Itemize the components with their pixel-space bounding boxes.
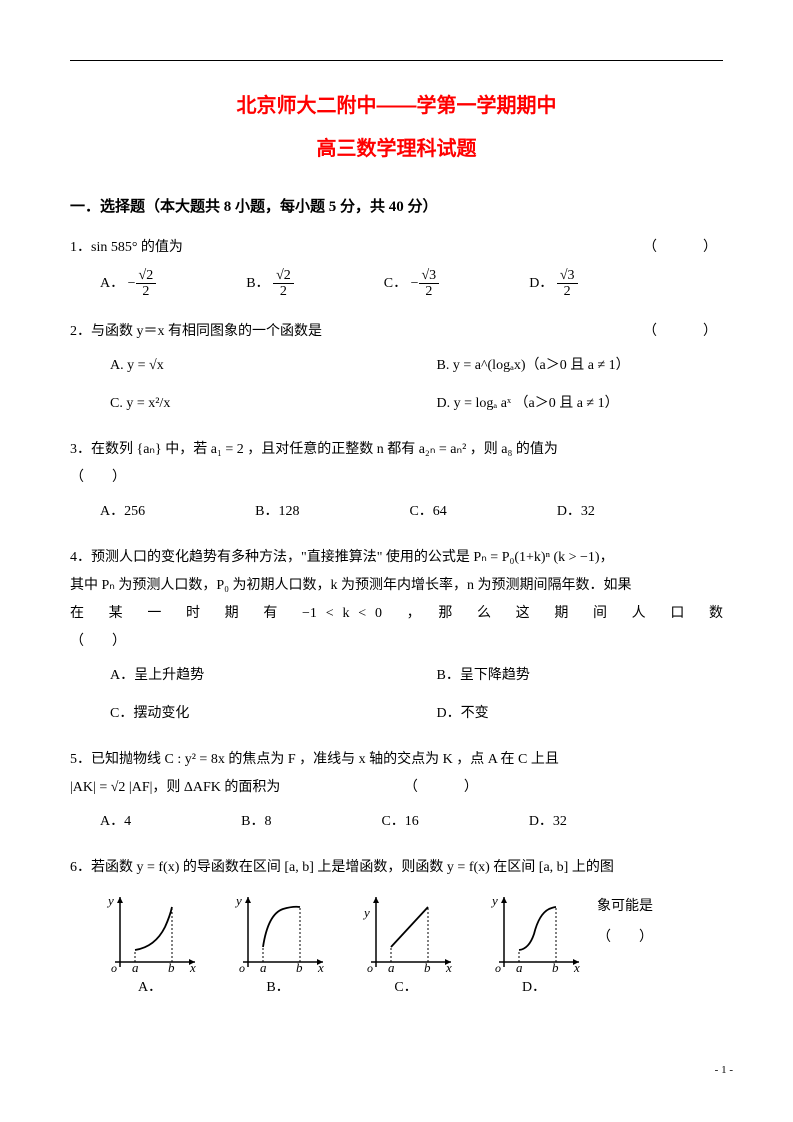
top-rule <box>70 60 723 61</box>
svg-text:y: y <box>362 905 370 920</box>
q2-prompt: 2．与函数 y＝x 有相同图象的一个函数是 <box>70 324 322 339</box>
q5-opt-c: C．16 <box>381 808 418 836</box>
question-2: 2．与函数 y＝x 有相同图象的一个函数是 （ ） A. y = √x B. y… <box>70 318 723 418</box>
q2-opt-d: D. y = logₐ aˣ （a＞0 且 a ≠ 1） <box>437 390 724 418</box>
q5-line1: 5．已知抛物线 C : y² = 8x 的焦点为 F ，准线与 x 轴的交点为 … <box>70 746 723 774</box>
q4-line3: 在 某 一 时 期 有 −1 < k < 0 ， 那 么 这 期 间 人 口 数 <box>70 600 723 628</box>
q5-blank: （ ） <box>404 780 484 795</box>
svg-text:y: y <box>106 893 114 908</box>
q5-opt-d: D．32 <box>529 808 567 836</box>
q3-opt-c: C．64 <box>409 498 446 526</box>
q6-right1: 象可能是 <box>597 892 653 923</box>
q6-opt-c: C． <box>356 976 456 996</box>
q6-graph-a: y x o a b A． <box>100 892 200 996</box>
q5-opt-b: B．8 <box>241 808 271 836</box>
question-1: 1．sin 585° 的值为 （ ） A． −√22 B． √22 C． −√3… <box>70 234 723 300</box>
q5-opt-a: A．4 <box>100 808 131 836</box>
q2-opt-b: B. y = a^(logₐx)（a＞0 且 a ≠ 1） <box>437 352 724 380</box>
svg-text:y: y <box>234 893 242 908</box>
q4-opt-c: C．摆动变化 <box>110 700 397 728</box>
q4-blank: （ ） <box>70 628 723 656</box>
q3-options: A．256 B．128 C．64 D．32 <box>70 498 723 526</box>
svg-text:x: x <box>317 960 324 972</box>
exam-subtitle: 高三数学理科试题 <box>70 132 723 161</box>
q5-line2: |AK| = √2 |AF|，则 ΔAFK 的面积为 <box>70 780 280 795</box>
q2-blank: （ ） <box>643 318 723 346</box>
q4-opt-a: A．呈上升趋势 <box>110 662 397 690</box>
section-1-heading: 一．选择题（本大题共 8 小题，每小题 5 分，共 40 分） <box>70 195 723 216</box>
svg-text:o: o <box>239 961 245 972</box>
q1-opt-b: B． √22 <box>246 268 294 300</box>
svg-text:o: o <box>495 961 501 972</box>
q4-line2: 其中 Pₙ 为预测人口数，P₀ 为初期人口数，k 为预测年内增长率，n 为预测期… <box>70 572 723 600</box>
q1-blank: （ ） <box>643 234 723 262</box>
q4-opt-b: B．呈下降趋势 <box>437 662 724 690</box>
q1-opt-c: C． −√32 <box>384 268 439 300</box>
q1-prompt: 1．sin 585° 的值为 <box>70 240 183 255</box>
question-6: 6．若函数 y = f(x) 的导函数在区间 [a, b] 上是增函数，则函数 … <box>70 854 723 882</box>
q1-opt-a: A． −√22 <box>100 268 156 300</box>
q6-right-text: 象可能是 （ ） <box>597 892 653 954</box>
svg-text:x: x <box>189 960 196 972</box>
svg-text:o: o <box>367 961 373 972</box>
question-4: 4．预测人口的变化趋势有多种方法，"直接推算法" 使用的公式是 Pₙ = P₀(… <box>70 544 723 728</box>
exam-page: 北京师大二附中——学第一学期期中 高三数学理科试题 一．选择题（本大题共 8 小… <box>0 0 793 1122</box>
svg-text:y: y <box>490 893 498 908</box>
q4-options: A．呈上升趋势 B．呈下降趋势 C．摆动变化 D．不变 <box>70 662 723 728</box>
page-number: - 1 - <box>715 1064 733 1076</box>
q3-blank: （ ） <box>70 464 723 492</box>
q4-line1: 4．预测人口的变化趋势有多种方法，"直接推算法" 使用的公式是 Pₙ = P₀(… <box>70 544 723 572</box>
q2-opt-a: A. y = √x <box>110 352 397 380</box>
q6-opt-a: A． <box>100 976 200 996</box>
exam-title: 北京师大二附中——学第一学期期中 <box>70 89 723 118</box>
svg-text:o: o <box>111 961 117 972</box>
svg-text:x: x <box>573 960 580 972</box>
q6-graph-row: 象可能是 （ ） y x o a b <box>70 892 723 996</box>
q5-options: A．4 B．8 C．16 D．32 <box>70 808 723 836</box>
q3-opt-b: B．128 <box>255 498 299 526</box>
q6-prompt: 6．若函数 y = f(x) 的导函数在区间 [a, b] 上是增函数，则函数 … <box>70 860 614 875</box>
q2-opt-c: C. y = x²/x <box>110 390 397 418</box>
q6-graph-c: y x o a b C． <box>356 892 456 996</box>
q6-graph-b: y x o a b B． <box>228 892 328 996</box>
q6-graph-d: y x o a b D． <box>484 892 584 996</box>
q1-options: A． −√22 B． √22 C． −√32 D． √32 <box>70 268 723 300</box>
q3-opt-d: D．32 <box>557 498 595 526</box>
q4-opt-d: D．不变 <box>437 700 724 728</box>
q1-opt-d: D． √32 <box>529 268 577 300</box>
q6-opt-d: D． <box>484 976 584 996</box>
q3-prompt: 3．在数列 {aₙ} 中，若 a₁ = 2 ，且对任意的正整数 n 都有 a₂ₙ… <box>70 436 723 464</box>
svg-text:x: x <box>445 960 452 972</box>
question-3: 3．在数列 {aₙ} 中，若 a₁ = 2 ，且对任意的正整数 n 都有 a₂ₙ… <box>70 436 723 526</box>
q2-options: A. y = √x B. y = a^(logₐx)（a＞0 且 a ≠ 1） … <box>70 352 723 418</box>
q6-blank: （ ） <box>597 923 653 954</box>
q6-opt-b: B． <box>228 976 328 996</box>
q3-opt-a: A．256 <box>100 498 145 526</box>
question-5: 5．已知抛物线 C : y² = 8x 的焦点为 F ，准线与 x 轴的交点为 … <box>70 746 723 836</box>
